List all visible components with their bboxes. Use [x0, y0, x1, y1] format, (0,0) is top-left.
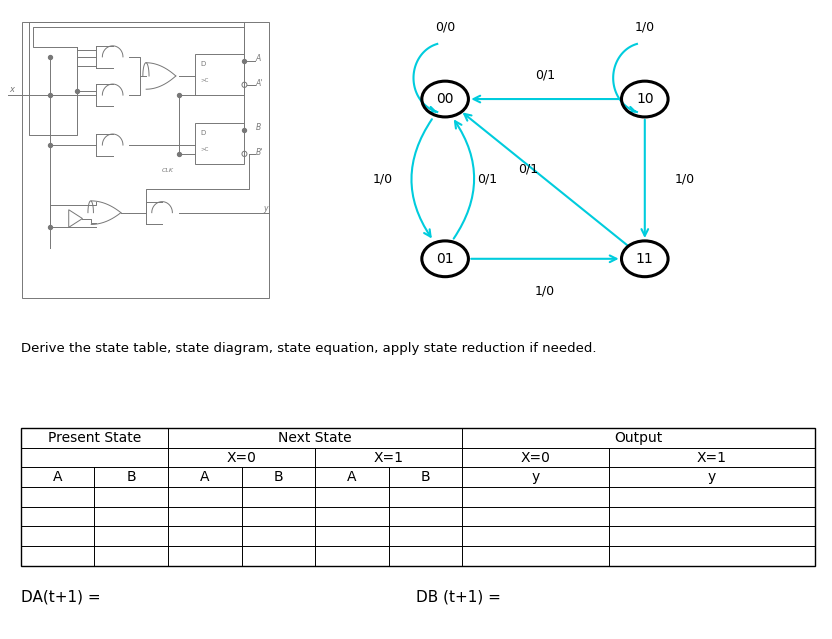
Text: B: B [274, 470, 283, 484]
Point [172, 90, 186, 100]
Point [71, 86, 83, 96]
Text: B': B' [255, 148, 263, 157]
Text: Output: Output [615, 431, 663, 445]
Text: B: B [126, 470, 136, 484]
Text: 1/0: 1/0 [675, 173, 695, 185]
Text: Present State: Present State [47, 431, 141, 445]
Text: X=1: X=1 [374, 450, 404, 465]
Point [43, 52, 57, 62]
Text: 1/0: 1/0 [373, 173, 393, 185]
Text: 0/1: 0/1 [477, 173, 497, 185]
Text: DA(t+1) =: DA(t+1) = [21, 590, 101, 605]
Text: Next State: Next State [278, 431, 352, 445]
Text: y: y [264, 204, 268, 213]
Text: >C: >C [201, 147, 209, 152]
Text: x: x [10, 85, 15, 94]
Text: 1/0: 1/0 [535, 284, 555, 297]
Text: >C: >C [201, 78, 209, 83]
Text: 0/1: 0/1 [535, 68, 555, 81]
Text: 11: 11 [636, 252, 654, 266]
Bar [21, 428, 815, 566]
Point [172, 149, 186, 159]
Text: 00: 00 [436, 92, 454, 106]
Point [43, 140, 57, 150]
Text: y: y [531, 470, 539, 484]
Text: A: A [52, 470, 62, 484]
Bar [195, 123, 245, 164]
Point [238, 125, 251, 135]
Text: A: A [200, 470, 210, 484]
Text: 0/1: 0/1 [518, 163, 538, 176]
Point [43, 90, 57, 100]
Text: A: A [347, 470, 356, 484]
Text: A': A' [255, 79, 263, 88]
Text: B: B [255, 123, 260, 132]
Text: 1/0: 1/0 [635, 20, 655, 33]
Text: X=0: X=0 [226, 450, 256, 465]
Text: 0/0: 0/0 [435, 20, 455, 33]
Text: X=1: X=1 [697, 450, 727, 465]
Point [238, 56, 251, 66]
Text: y: y [708, 470, 716, 484]
Text: D: D [201, 61, 206, 67]
Text: 01: 01 [436, 252, 454, 266]
Point [43, 222, 57, 233]
Text: X=0: X=0 [520, 450, 550, 465]
Text: DB (t+1) =: DB (t+1) = [416, 590, 501, 605]
Text: 10: 10 [636, 92, 654, 106]
Text: Derive the state table, state diagram, state equation, apply state reduction if : Derive the state table, state diagram, s… [21, 342, 597, 355]
Text: B: B [420, 470, 430, 484]
Text: D: D [201, 130, 206, 136]
Bar [195, 54, 245, 95]
Text: CLK: CLK [162, 167, 174, 173]
Text: A: A [255, 54, 260, 63]
